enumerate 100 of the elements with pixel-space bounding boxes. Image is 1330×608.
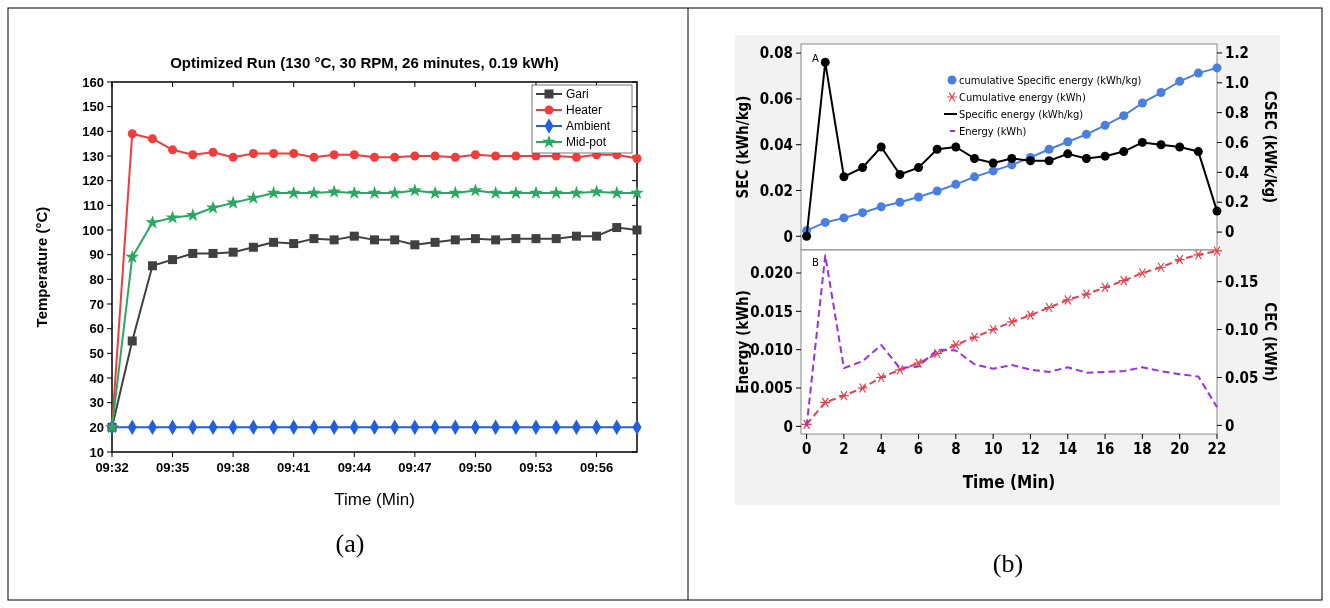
text: (a) [335, 529, 365, 558]
point [569, 185, 584, 199]
x-tick-label: 09:38 [216, 460, 250, 475]
point [839, 172, 849, 182]
legend-label: Cumulative energy (kWh) [959, 90, 1086, 104]
point [430, 237, 440, 247]
point [387, 185, 402, 199]
point [228, 247, 238, 257]
x-tick-label: 20 [1170, 440, 1190, 458]
point [1063, 149, 1073, 159]
point [289, 239, 299, 249]
x-tick-label: 2 [839, 440, 849, 458]
point [468, 183, 483, 197]
y-tick-label: 0.06 [759, 90, 793, 109]
point [1136, 267, 1148, 279]
y-tick-label: 50 [89, 345, 104, 361]
point [1211, 245, 1223, 257]
point [1192, 249, 1204, 260]
point [269, 149, 279, 159]
annotation: A [812, 53, 819, 64]
point [571, 231, 581, 241]
point [988, 166, 998, 176]
point [1043, 302, 1055, 313]
point [571, 152, 581, 162]
point [248, 242, 258, 252]
y-tick-label: 120 [82, 173, 104, 189]
point [491, 151, 501, 161]
point [430, 151, 440, 161]
point [820, 57, 830, 67]
point [147, 261, 157, 271]
point [987, 324, 999, 335]
y-tick-label: 0.08 [759, 44, 793, 63]
y2-tick-label: 0.10 [1225, 320, 1259, 339]
point [448, 185, 463, 199]
y-axis-title: Temperature (°C) [33, 206, 50, 328]
point [894, 364, 906, 375]
point [508, 185, 523, 199]
point [450, 235, 460, 245]
y2-tick-label: 0 [1225, 416, 1235, 435]
point [206, 200, 220, 214]
point [912, 357, 925, 369]
point [1212, 63, 1222, 73]
y-tick-label: 30 [89, 395, 104, 411]
point [1118, 275, 1130, 286]
point [1100, 151, 1110, 161]
point [269, 237, 279, 247]
x-tick-label: 14 [1058, 440, 1078, 458]
point [470, 234, 480, 244]
point [1100, 120, 1110, 130]
legend-label: cumulative Specific energy (kWh/kg) [959, 73, 1142, 87]
point [1137, 137, 1147, 147]
point [838, 390, 850, 401]
point [188, 150, 198, 160]
legend-label: Specific energy (kWh/kg) [959, 107, 1084, 121]
point [988, 158, 998, 168]
y2-tick-label: 0.6 [1225, 133, 1249, 152]
point [951, 142, 961, 152]
y-tick-label: 0.04 [759, 135, 793, 154]
point [165, 210, 180, 224]
x-tick-label: 8 [951, 440, 961, 458]
point [367, 185, 382, 199]
point [820, 217, 830, 227]
y-tick-label: 70 [89, 296, 104, 312]
point [370, 152, 379, 162]
point [1193, 147, 1203, 157]
point [450, 152, 460, 162]
point [226, 195, 241, 209]
point [969, 153, 979, 163]
point [390, 152, 400, 162]
point [309, 234, 319, 244]
point [1099, 282, 1111, 293]
point [875, 372, 887, 383]
point [286, 185, 301, 199]
point [145, 215, 160, 229]
y-tick-label: 60 [89, 321, 104, 337]
x-tick-label: 16 [1095, 440, 1115, 458]
y-tick-label: 100 [82, 222, 104, 238]
y-tick-label: 0.005 [750, 379, 793, 398]
point [1025, 156, 1035, 166]
y2-tick-label: 0.05 [1225, 368, 1259, 387]
point [246, 190, 261, 204]
point [309, 152, 319, 162]
y-tick-label: 90 [89, 247, 104, 263]
point [1156, 88, 1166, 98]
y-tick-label: 20 [89, 419, 104, 435]
point [1175, 142, 1185, 152]
point [488, 185, 503, 199]
point [306, 185, 321, 199]
point [632, 153, 642, 163]
point [1174, 254, 1186, 265]
y-tick-label: 0.010 [750, 340, 793, 359]
point [428, 185, 443, 199]
y2-axis-title: CEC (kWh) [1261, 302, 1279, 382]
y-tick-label: 0 [783, 417, 793, 436]
point [1044, 156, 1054, 166]
point [551, 234, 561, 244]
point [839, 213, 849, 223]
point [609, 185, 624, 199]
x-tick-label: 09:32 [95, 460, 129, 475]
y2-tick-label: 1.0 [1225, 74, 1249, 93]
